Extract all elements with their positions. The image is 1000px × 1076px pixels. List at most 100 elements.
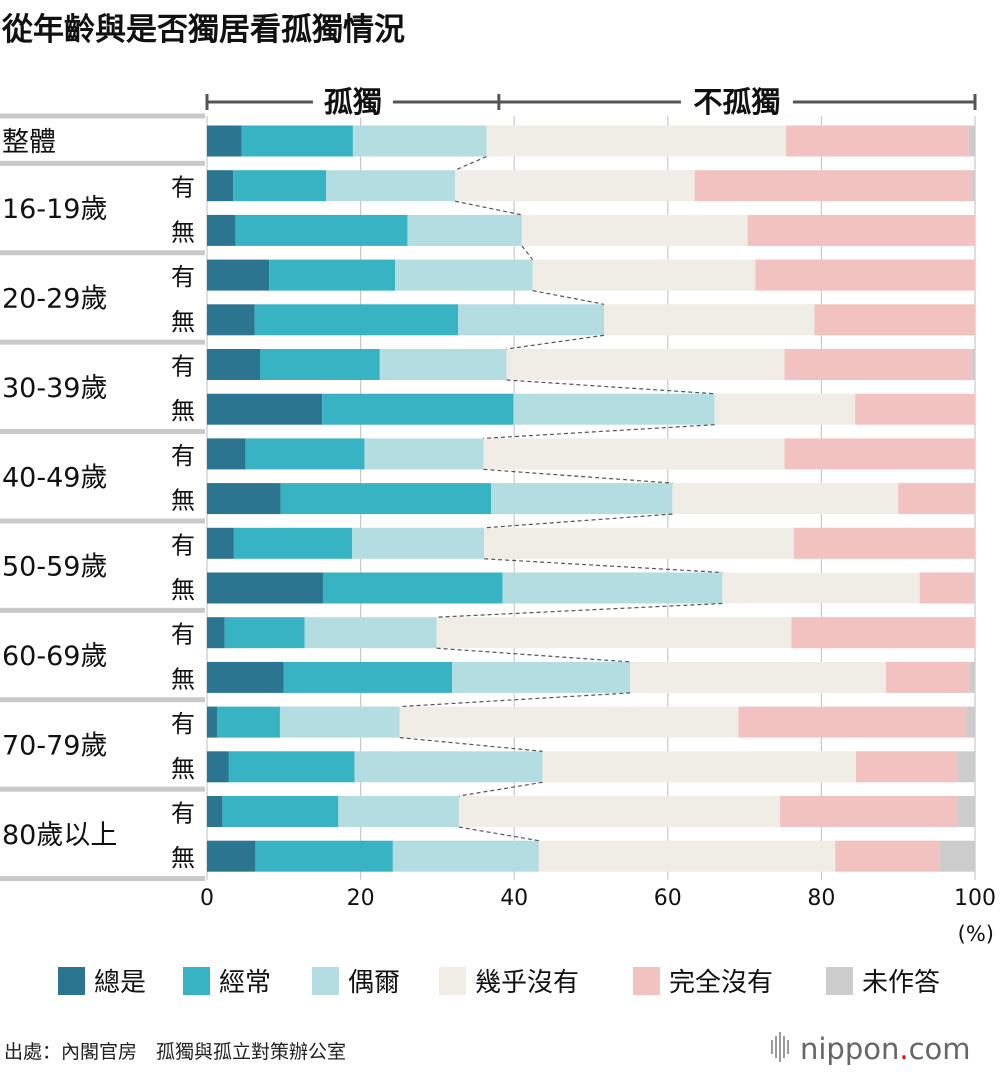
- legend-label: 未作答: [862, 968, 940, 998]
- group-separator: [0, 250, 205, 256]
- bar-segment: [207, 393, 323, 425]
- group-label: 30-39歲: [2, 373, 107, 404]
- bar-segment: [207, 125, 242, 157]
- row-separators: [0, 113, 205, 882]
- group-label: 整體: [2, 127, 56, 158]
- group-separator: [0, 160, 205, 166]
- group-label: 20-29歲: [2, 283, 107, 314]
- connector-line: [436, 602, 723, 618]
- bar-segment: [791, 617, 975, 649]
- connector-line: [484, 513, 673, 529]
- group-label: 16-19歲: [2, 194, 107, 225]
- bar-segment: [436, 617, 792, 649]
- bar-segment: [326, 170, 456, 202]
- sub-label: 無: [171, 844, 195, 872]
- bar-segment: [502, 572, 723, 604]
- bar-segment: [228, 751, 355, 783]
- bar-segment: [538, 840, 836, 872]
- bar-segment: [786, 125, 969, 157]
- bar-segment: [958, 796, 975, 827]
- bar-segment: [207, 572, 323, 604]
- bar-segment: [966, 706, 975, 738]
- svg-text:nippon.com: nippon.com: [800, 1032, 971, 1066]
- bar-segment: [207, 706, 217, 738]
- bar-segment: [245, 438, 365, 470]
- connector-line: [483, 468, 673, 484]
- sub-label: 無: [171, 487, 195, 515]
- brand-logo: nippon.com: [771, 1032, 971, 1066]
- tick-label: 60: [654, 886, 682, 911]
- bar-segment: [207, 214, 236, 246]
- bar-segment: [714, 393, 856, 425]
- bar-segment: [855, 393, 975, 425]
- bar-segment: [364, 438, 484, 470]
- connector-line: [458, 781, 543, 797]
- sub-label: 無: [171, 576, 195, 604]
- legend: 總是 經常 偶爾 幾乎沒有 完全沒有 未作答: [58, 967, 940, 998]
- sub-label: 無: [171, 755, 195, 783]
- connector-line: [454, 200, 523, 216]
- bracket-label: 孤獨: [324, 85, 382, 119]
- bar-segment: [207, 840, 256, 872]
- x-axis: 0 20 40 60 80 100 (%): [200, 886, 996, 946]
- legend-label: 幾乎沒有: [475, 968, 579, 998]
- bar-segment: [222, 796, 339, 827]
- connector-line: [399, 737, 543, 752]
- bar-segment: [280, 483, 492, 515]
- bracket-label: 不孤獨: [693, 85, 780, 119]
- connector-line: [506, 379, 715, 395]
- sub-label: 有: [171, 442, 195, 470]
- group-label: 70-79歲: [2, 730, 107, 761]
- bar-segment: [722, 572, 920, 604]
- connector-line: [399, 692, 631, 708]
- bar-segment: [392, 840, 539, 872]
- legend-swatch: [183, 967, 210, 995]
- bar-segment: [484, 527, 794, 559]
- connector-line: [483, 424, 715, 439]
- bar-segment: [407, 214, 522, 246]
- sub-label: 無: [171, 665, 195, 693]
- bar-segment: [338, 796, 459, 827]
- bar-segment: [216, 706, 280, 738]
- group-separator: [0, 518, 205, 524]
- connector-line: [484, 558, 723, 574]
- legend-swatch: [58, 967, 85, 995]
- group-separator: [0, 876, 205, 882]
- sub-label: 有: [171, 621, 195, 649]
- bar-segment: [207, 349, 260, 380]
- x-unit: (%): [958, 922, 994, 946]
- bar-segment: [779, 796, 959, 827]
- bar-segment: [322, 393, 514, 425]
- bar-segment: [283, 661, 452, 693]
- bar-segment: [207, 527, 234, 559]
- bar-segment: [835, 840, 940, 872]
- group-separator: [0, 786, 205, 792]
- brand-name: nippon: [800, 1032, 899, 1066]
- bar-segment: [974, 572, 975, 604]
- bar-segment: [513, 393, 715, 425]
- legend-label: 經常: [219, 968, 271, 998]
- bar-segment: [968, 125, 975, 157]
- source-note: 出處：內閣官房 孤獨與孤立對策辦公室: [4, 1041, 346, 1063]
- legend-label: 總是: [94, 968, 146, 998]
- bar-segment: [269, 259, 396, 291]
- chart-title: 從年齡與是否獨居看孤獨情況: [1, 12, 405, 48]
- bar-segment: [971, 170, 975, 202]
- bar-segment: [784, 438, 975, 470]
- bar-segment: [399, 706, 739, 738]
- tick-label: 20: [347, 886, 375, 911]
- group-separator: [0, 429, 205, 435]
- sub-label: 無: [171, 308, 195, 336]
- bar-segment: [491, 483, 673, 515]
- bar-segment: [939, 840, 975, 872]
- bar-segment: [224, 617, 305, 649]
- bar-segment: [898, 483, 975, 515]
- group-separator: [0, 113, 205, 119]
- bar-segment: [694, 170, 972, 202]
- bar-segment: [207, 751, 229, 783]
- bar-segment: [207, 259, 270, 291]
- bar-segment: [604, 304, 815, 336]
- bracket-label-bg: [680, 86, 793, 118]
- group-separator: [0, 607, 205, 613]
